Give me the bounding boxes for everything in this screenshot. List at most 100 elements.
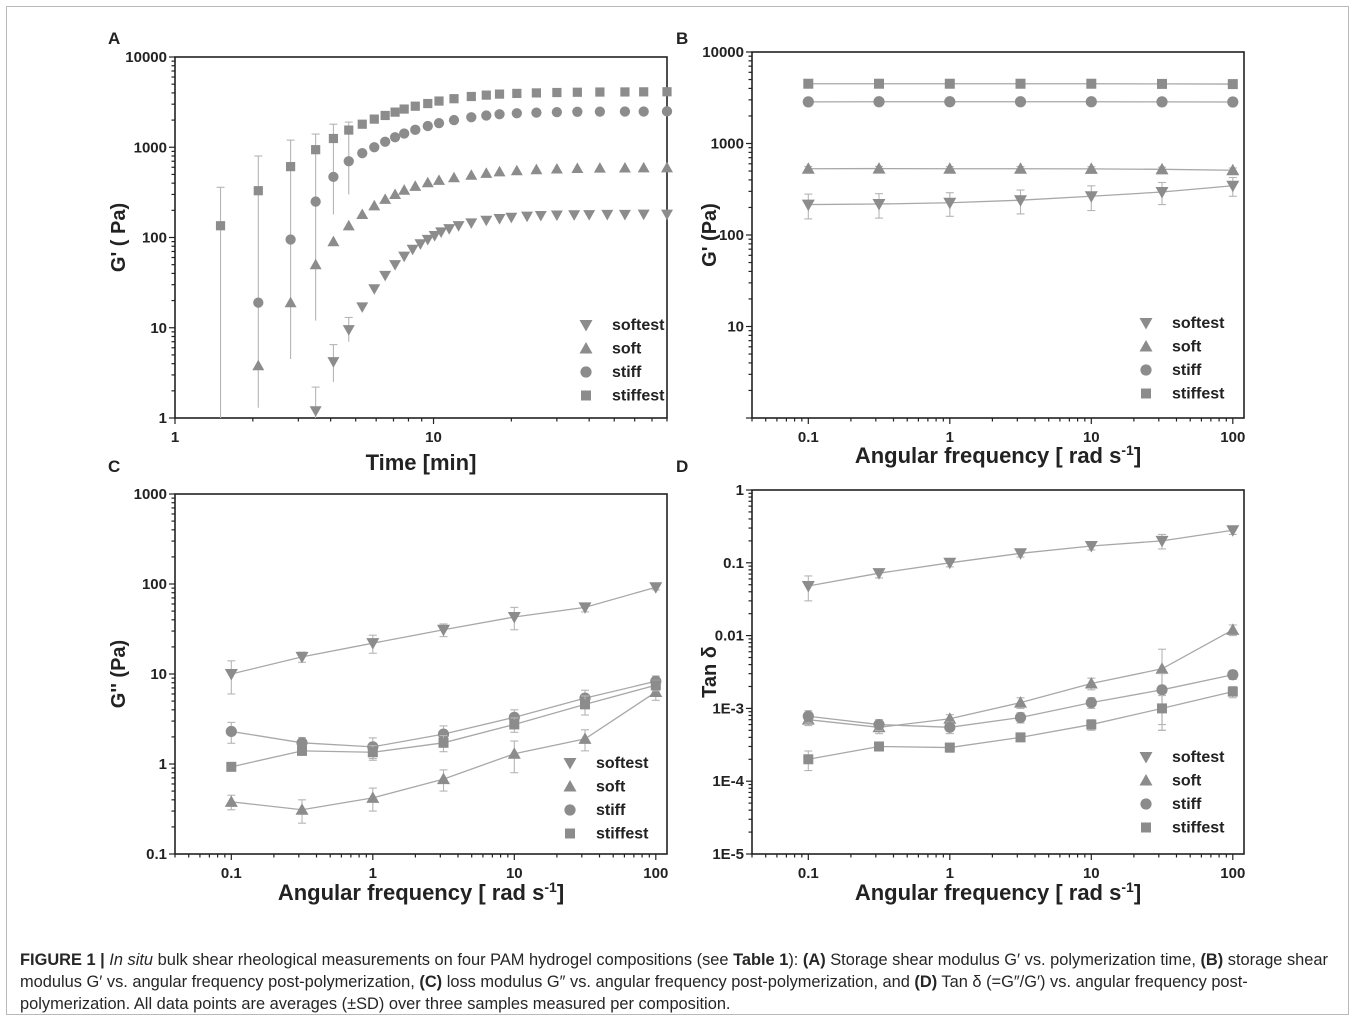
panel-b-point-softest	[872, 199, 886, 211]
panel-d-point-stiff	[1227, 669, 1239, 681]
panel-c-point-stiffest	[297, 745, 308, 756]
panel-a-point-softest	[309, 406, 322, 417]
panel-c-point-soft	[507, 747, 521, 759]
panel-a-point-softest	[428, 230, 441, 242]
panel-a-point-stiffest	[481, 90, 491, 100]
panel-a-point-stiffest	[531, 88, 542, 98]
panel-a-ylabel: G' ( Pa)	[108, 203, 130, 272]
panel-a-ytick-label: 1	[159, 410, 167, 427]
panel-c-xlabel: Angular frequency [ rad s-1]	[278, 879, 564, 905]
panel-a-point-stiffest	[410, 101, 420, 111]
panel-b-xtick-label: 10	[1083, 429, 1100, 446]
panel-d-point-stiffest	[944, 742, 955, 753]
panel-a-point-stiffest	[423, 98, 433, 109]
panel-d-point-stiff	[873, 718, 885, 731]
panel-a-point-stiffest	[369, 114, 379, 124]
panel-a-point-soft	[550, 162, 563, 174]
panel-d-point-soft	[1084, 676, 1098, 689]
panel-a-point-soft	[493, 165, 506, 177]
panel-d-legend-marker-stiff	[1140, 798, 1152, 810]
panel-c-xtick-label: 100	[643, 865, 668, 882]
caption-ref-c: (C)	[419, 973, 443, 991]
panel-d-point-stiff	[1156, 684, 1168, 696]
panel-a-point-stiff	[481, 110, 492, 121]
panel-a-legend-marker-soft	[579, 342, 593, 354]
panel-a-point-softest	[583, 210, 596, 221]
panel-a-point-stiffest	[357, 119, 367, 129]
panel-d-ytick-label: 1	[736, 482, 744, 499]
panel-d-legend-marker-softest	[1139, 752, 1153, 764]
panel-a-point-softest	[505, 212, 518, 224]
panel-c: C 0.1 1 10 100 0.1 1 10 100 1000 Angular frequency…	[108, 457, 668, 905]
panel-b-point-softest	[1226, 180, 1240, 193]
panel-b-legend-soft: soft	[1172, 339, 1202, 356]
panel-a-xtick-label: 10	[425, 429, 442, 446]
panel-b-point-softest	[801, 199, 815, 212]
panel-b-ytick-label: 1000	[711, 136, 744, 153]
panel-d-point-soft	[1226, 623, 1240, 635]
panel-c-point-softest	[649, 582, 663, 594]
panel-c-point-stiff	[296, 737, 308, 749]
panel-d-ytick-label: 1E-3	[712, 700, 744, 717]
panel-d-point-soft	[1014, 696, 1028, 708]
panel-a-point-stiff	[511, 108, 522, 119]
panel-d-legend-stiffest: stiffest	[1172, 820, 1225, 837]
panel-a-point-stiffest	[399, 104, 409, 114]
panel-b-xtick-label: 100	[1220, 429, 1245, 446]
panel-d-legend-marker-stiffest	[1141, 822, 1151, 833]
panel-b-point-soft	[801, 162, 815, 174]
panel-b-point-stiffest	[1015, 78, 1026, 89]
panel-c-point-stiffest	[650, 680, 661, 691]
panel-a-legend-softest: softest	[612, 317, 665, 334]
panel-a-point-soft	[448, 171, 460, 183]
panel-d-point-stiffest	[1157, 703, 1168, 714]
panel-a-point-soft	[480, 167, 493, 178]
panel-a-point-stiffest	[466, 91, 476, 102]
panel-d-point-softest	[1155, 535, 1169, 548]
panel-b-legend-softest: softest	[1172, 315, 1225, 332]
panel-b-xtick-label: 0.1	[798, 429, 819, 446]
panel-c-point-stiffest	[438, 737, 449, 748]
panel-a-point-stiff	[253, 297, 264, 308]
panel-d-point-stiff	[1085, 697, 1097, 709]
panel-b-ytick-label: 10	[727, 319, 744, 336]
panel-a-point-stiff	[638, 106, 649, 117]
panel-a-point-soft	[252, 359, 265, 371]
panel-a-legend-stiffest: stiffest	[612, 388, 665, 405]
panel-c-axes	[174, 493, 668, 855]
panel-a-point-soft	[593, 162, 606, 173]
panel-d-xtick-label: 0.1	[798, 865, 819, 882]
panel-a-point-stiffest	[286, 162, 296, 172]
panel-c-ytick-label: 1000	[134, 486, 167, 503]
panel-c-ytick-label: 100	[142, 576, 167, 593]
panel-a-point-stiff	[531, 107, 542, 118]
panel-a-point-soft	[379, 193, 392, 204]
panel-a-point-soft	[637, 161, 650, 173]
caption-text-5: loss modulus G″ vs. angular frequency po…	[442, 973, 915, 991]
panel-d-ylabel: Tan δ	[699, 646, 721, 698]
panel-a-point-softest	[368, 284, 381, 295]
panel-c-point-softest	[437, 624, 451, 637]
panel-b-point-stiff	[944, 96, 956, 108]
panel-d-point-soft	[1155, 662, 1169, 674]
panel-d-letter: D	[676, 457, 688, 476]
panel-a-point-soft	[327, 235, 340, 247]
caption-italic: In situ	[109, 951, 154, 969]
panel-a-point-stiff	[410, 124, 421, 135]
panel-a-point-softest	[661, 209, 673, 221]
panel-d-legend-soft: soft	[1172, 773, 1202, 790]
panel-b-legend-marker-stiff	[1140, 364, 1152, 376]
panel-b-point-stiffest	[944, 78, 955, 89]
panel-c-legend-marker-soft	[563, 780, 577, 792]
caption-ref-d: (D)	[914, 973, 938, 991]
caption-label: FIGURE 1 |	[20, 951, 105, 969]
panel-b-point-softest	[943, 197, 957, 210]
panel-a-point-stiff	[594, 106, 606, 117]
panel-b-point-stiffest	[803, 78, 814, 89]
panel-c-letter: C	[108, 457, 120, 476]
panel-a-point-stiffest	[434, 96, 444, 106]
panel-c-point-stiffest	[367, 747, 378, 758]
panel-d-point-softest	[872, 568, 886, 580]
panel-d-legend-stiff: stiff	[1172, 796, 1202, 813]
panel-c-point-softest	[578, 602, 592, 614]
